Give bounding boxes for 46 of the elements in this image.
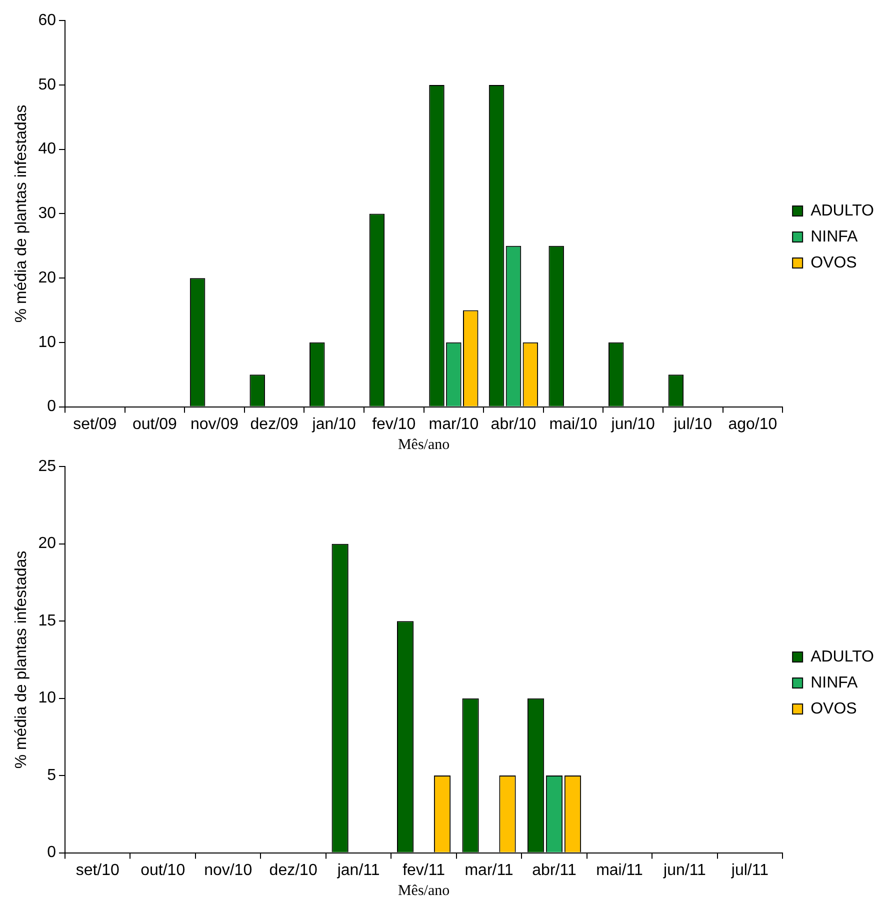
x-tick-label: dez/09 [250,416,298,433]
legend-label: OVOS [810,254,857,272]
legend-label: ADULTO [810,202,874,220]
x-tick-label: abr/10 [490,416,536,433]
y-tick-label: 30 [38,205,56,222]
y-tick-label: 60 [38,12,56,30]
y-tick-label: 0 [47,398,56,416]
x-tick-label: mai/11 [596,862,644,879]
x-axis-title: Mês/ano [398,436,450,453]
legend-label: OVOS [810,700,857,718]
x-axis-title: Mês/ano [398,882,450,899]
x-tick-label: jan/11 [336,862,380,879]
legend-label: NINFA [810,228,858,246]
y-tick-label: 5 [47,766,56,784]
x-tick-label: out/10 [140,862,186,879]
y-tick-label: 40 [38,140,56,158]
y-tick-label: 20 [38,269,56,286]
x-tick-label: fev/10 [372,416,416,433]
y-axis-title: % média de plantas infestadas [13,550,30,769]
legend-label: NINFA [810,674,858,692]
x-tick-label: fev/11 [402,862,446,879]
y-tick-label: 10 [38,690,56,707]
x-tick-label: jul/10 [672,416,712,433]
legend-label: ADULTO [810,648,874,666]
x-tick-label: dez/10 [269,862,318,879]
y-tick-label: 25 [38,458,56,476]
x-tick-label: jun/11 [662,862,706,879]
x-tick-label: mar/11 [464,862,514,879]
y-tick-label: 10 [38,334,56,351]
x-tick-label: mar/10 [428,416,479,433]
x-tick-label: abr/11 [532,862,576,879]
x-tick-label: set/10 [76,862,120,879]
x-tick-label: set/09 [73,416,117,433]
x-tick-label: jan/10 [311,416,356,433]
x-tick-label: nov/09 [190,416,239,433]
x-tick-label: mai/10 [549,416,598,433]
x-tick-label: nov/10 [204,862,252,879]
y-tick-label: 20 [38,535,56,552]
y-tick-label: 15 [38,612,56,630]
y-tick-label: 50 [38,76,56,94]
y-axis-title: % média de plantas infestadas [13,104,30,323]
x-tick-label: ago/10 [728,416,778,433]
x-tick-label: out/09 [132,416,178,433]
x-tick-label: jul/11 [730,862,769,879]
y-tick-label: 0 [47,844,56,862]
x-tick-label: jun/10 [610,416,655,433]
